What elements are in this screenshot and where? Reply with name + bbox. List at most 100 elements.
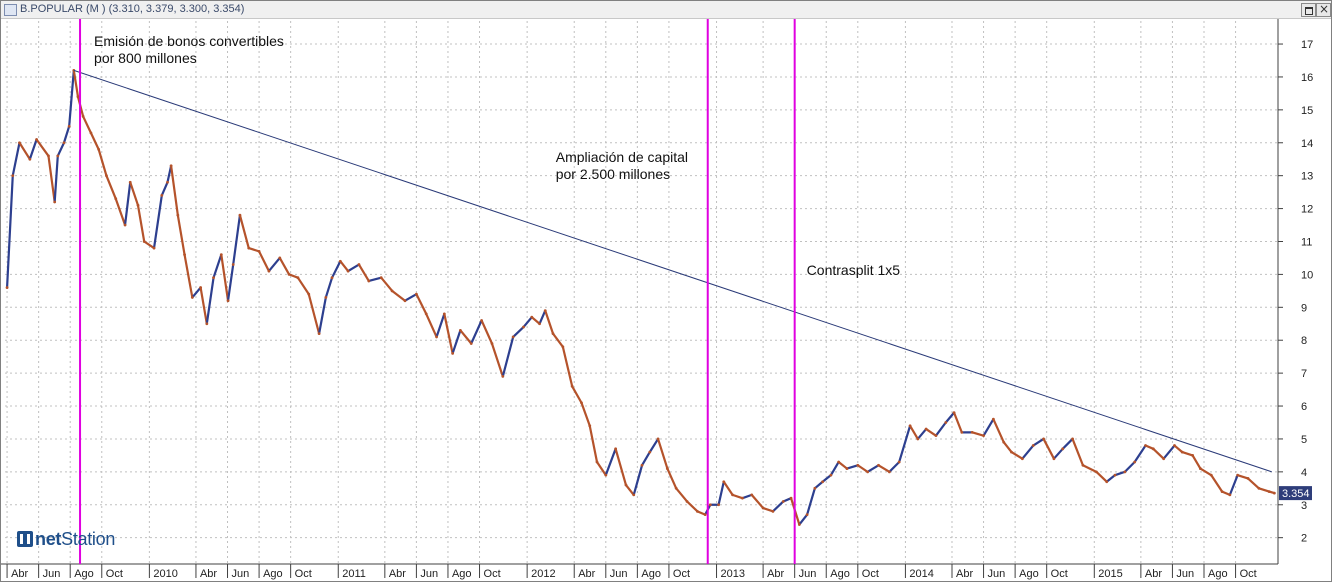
price-segment	[888, 460, 901, 473]
price-point	[866, 470, 870, 474]
price-point	[750, 493, 754, 497]
event-annotation-line: por 2.500 millones	[555, 166, 671, 182]
price-point	[1123, 470, 1127, 474]
price-point	[501, 375, 505, 378]
price-segment	[1133, 444, 1147, 464]
price-point	[588, 424, 592, 428]
x-tick-label: 2011	[342, 568, 366, 580]
price-segment	[435, 312, 446, 339]
price-segment	[1061, 437, 1074, 450]
price-segment	[72, 69, 80, 98]
price-segment	[1105, 474, 1117, 483]
price-segment	[278, 256, 291, 276]
price-segment	[877, 464, 891, 473]
price-segment	[648, 437, 660, 454]
price-segment	[675, 487, 689, 503]
close-button[interactable]	[1316, 2, 1331, 17]
price-point	[530, 315, 534, 319]
price-point	[330, 276, 334, 280]
price-point	[56, 154, 60, 158]
price-segment	[114, 197, 127, 227]
price-point	[435, 335, 438, 339]
price-segment	[696, 510, 707, 516]
price-segment	[1236, 474, 1250, 480]
price-segment	[925, 427, 938, 437]
price-point	[1105, 480, 1109, 484]
price-point	[11, 174, 15, 178]
x-tick-label: Ago	[452, 568, 472, 580]
price-segment	[1199, 467, 1213, 477]
netstation-logo-icon	[17, 531, 33, 547]
price-segment	[403, 293, 418, 302]
price-segment	[205, 276, 215, 325]
price-point	[226, 299, 230, 303]
x-tick-label: Oct	[295, 568, 312, 580]
x-tick-label: Abr	[1145, 568, 1162, 580]
price-point	[47, 154, 50, 158]
price-point	[685, 500, 689, 503]
y-tick-label: 3	[1301, 500, 1307, 512]
price-point	[665, 467, 669, 470]
price-point	[480, 319, 483, 322]
price-point	[1071, 437, 1074, 441]
price-segment	[934, 421, 947, 437]
price-point	[379, 276, 383, 280]
last-price-label: 3.354	[1282, 488, 1310, 500]
price-point	[166, 180, 169, 184]
price-segment	[971, 431, 985, 437]
x-tick-label: Oct	[673, 568, 690, 580]
price-segment	[731, 493, 744, 500]
price-point	[522, 325, 525, 329]
last-price-box	[1279, 486, 1312, 501]
price-segment	[267, 256, 281, 273]
price-point	[212, 276, 215, 280]
price-point	[511, 335, 515, 339]
price-point	[442, 312, 446, 316]
price-segment	[782, 497, 793, 503]
price-point	[717, 503, 721, 507]
price-point	[640, 463, 644, 467]
title-bar[interactable]: B.POPULAR (M ) (3.310, 3.379, 3.300, 3.3…	[1, 1, 1331, 19]
x-tick-label: Abr	[578, 568, 595, 580]
price-point	[632, 493, 636, 497]
price-point	[128, 180, 132, 184]
price-segment	[68, 69, 75, 128]
x-tick-label: 2013	[721, 568, 745, 580]
price-segment	[952, 411, 963, 434]
price-segment	[1152, 447, 1165, 460]
x-tick-label: Ago	[641, 568, 661, 580]
price-point	[1228, 493, 1232, 497]
price-segment	[62, 125, 71, 144]
price-point	[28, 157, 32, 161]
price-point	[183, 253, 186, 257]
price-point	[897, 460, 901, 464]
price-point	[267, 269, 271, 273]
price-point	[1061, 447, 1065, 451]
price-segment	[56, 141, 66, 158]
price-segment	[53, 154, 59, 204]
event-annotation: Emisión de bonos convertibles por 800 mil…	[94, 33, 284, 67]
price-point	[1133, 460, 1137, 464]
price-point	[934, 434, 938, 438]
price-chart[interactable]: 2 3 4 5 6 7 8 9 10 11 12 13 14 15 16 17 Abr Jun Ago Oct 2010…	[1, 19, 1331, 581]
price-point	[1113, 473, 1117, 477]
price-segment	[28, 138, 38, 161]
price-segment	[1246, 477, 1260, 490]
x-tick-label: Ago	[263, 568, 283, 580]
price-segment	[183, 253, 194, 299]
price-point	[538, 322, 541, 326]
price-segment	[829, 460, 840, 477]
price-point	[296, 276, 300, 280]
price-segment	[136, 204, 146, 243]
price-point	[580, 401, 583, 405]
price-point	[76, 95, 80, 99]
price-point	[1173, 444, 1176, 447]
price-point	[35, 138, 38, 141]
price-point	[1042, 437, 1045, 441]
price-segment	[866, 464, 880, 473]
restore-button[interactable]	[1301, 3, 1316, 17]
price-segment	[247, 246, 261, 253]
price-point	[570, 384, 574, 388]
price-point	[199, 286, 203, 289]
price-segment	[1228, 474, 1239, 496]
